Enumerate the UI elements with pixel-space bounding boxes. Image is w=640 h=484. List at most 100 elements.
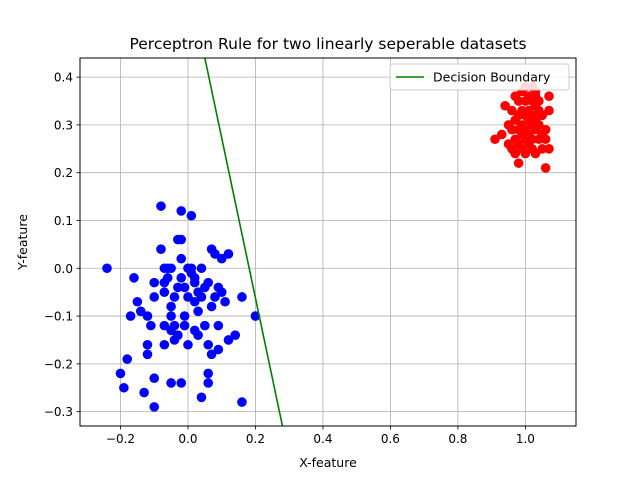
blue-point bbox=[223, 335, 234, 345]
blue-point bbox=[169, 292, 180, 302]
x-tick-label: 1.0 bbox=[516, 432, 535, 446]
legend-label-decision-boundary: Decision Boundary bbox=[433, 70, 551, 85]
plot-data bbox=[102, 58, 554, 426]
red-point bbox=[534, 96, 544, 106]
blue-point bbox=[196, 292, 207, 302]
blue-point bbox=[159, 287, 170, 297]
blue-point bbox=[156, 201, 166, 211]
blue-point bbox=[183, 339, 193, 350]
red-point bbox=[520, 148, 531, 159]
blue-point bbox=[237, 292, 247, 302]
red-point bbox=[527, 134, 537, 145]
x-axis-label: X-feature bbox=[299, 455, 357, 470]
blue-point bbox=[159, 339, 170, 350]
blue-point bbox=[156, 244, 166, 254]
red-point bbox=[530, 148, 541, 159]
blue-point bbox=[237, 397, 247, 407]
blue-point bbox=[125, 311, 136, 321]
y-tick-label: −0.1 bbox=[44, 310, 73, 324]
blue-point bbox=[210, 249, 220, 259]
blue-point bbox=[230, 330, 241, 340]
x-tick-label: 0.6 bbox=[381, 432, 400, 446]
blue-point bbox=[193, 330, 203, 340]
red-point bbox=[537, 144, 548, 154]
y-tick-label: 0.3 bbox=[54, 118, 73, 132]
blue-point bbox=[142, 311, 153, 321]
blue-point bbox=[206, 301, 217, 312]
red-point bbox=[490, 134, 500, 145]
y-tick-label: 0.2 bbox=[54, 166, 73, 180]
blue-point bbox=[196, 263, 207, 274]
blue-point bbox=[122, 354, 133, 364]
red-point bbox=[496, 129, 507, 140]
red-point bbox=[537, 110, 548, 121]
blue-point bbox=[210, 292, 220, 302]
blue-point bbox=[169, 320, 180, 331]
blue-point bbox=[213, 344, 224, 355]
blue-point bbox=[203, 378, 214, 388]
blue-point bbox=[166, 311, 176, 321]
blue-point bbox=[173, 282, 183, 293]
blue-point bbox=[176, 273, 187, 283]
blue-point bbox=[166, 378, 176, 388]
legend: Decision Boundary bbox=[389, 63, 570, 91]
blue-point bbox=[203, 277, 214, 288]
blue-point bbox=[135, 306, 146, 317]
y-tick-label: 0.0 bbox=[54, 262, 73, 276]
y-axis-label: Y-feature bbox=[15, 214, 30, 271]
y-tick-label: 0.4 bbox=[54, 71, 73, 85]
blue-point bbox=[223, 249, 234, 259]
blue-point bbox=[139, 387, 149, 398]
red-point bbox=[507, 124, 517, 135]
blue-point bbox=[179, 282, 190, 293]
blue-point bbox=[176, 253, 187, 264]
red-point bbox=[513, 158, 524, 168]
blue-point bbox=[149, 373, 160, 384]
blue-point bbox=[142, 339, 153, 350]
blue-point bbox=[189, 296, 200, 307]
red-point bbox=[540, 124, 551, 135]
blue-point bbox=[189, 273, 200, 283]
blue-point bbox=[193, 306, 203, 317]
red-point bbox=[500, 100, 510, 111]
blue-point bbox=[216, 253, 227, 264]
blue-point bbox=[129, 273, 139, 283]
blue-point bbox=[119, 382, 129, 393]
blue-point bbox=[206, 349, 217, 360]
blue-point bbox=[196, 392, 207, 403]
blue-point bbox=[142, 349, 153, 360]
blue-point bbox=[146, 320, 156, 331]
blue-point bbox=[179, 320, 190, 331]
red-point bbox=[544, 91, 554, 102]
decision-boundary-line bbox=[204, 58, 284, 426]
blue-point bbox=[173, 330, 183, 340]
legend-box bbox=[389, 63, 570, 91]
axes-frame bbox=[79, 57, 577, 427]
blue-point bbox=[203, 368, 214, 379]
blue-point bbox=[176, 234, 187, 245]
blue-point bbox=[179, 311, 190, 321]
x-tick-label: 0.0 bbox=[178, 432, 197, 446]
x-tick-label: 0.2 bbox=[246, 432, 265, 446]
y-tick-label: −0.2 bbox=[44, 357, 73, 371]
red-point bbox=[544, 144, 554, 154]
blue-point bbox=[216, 287, 227, 297]
blue-point bbox=[200, 320, 210, 331]
blue-point bbox=[115, 368, 126, 379]
y-tick-label: −0.3 bbox=[44, 405, 73, 419]
red-point bbox=[513, 96, 524, 106]
x-tick-label: 0.4 bbox=[313, 432, 332, 446]
plot-area bbox=[102, 58, 554, 426]
y-tick-label: 0.1 bbox=[54, 214, 73, 228]
blue-point bbox=[220, 296, 230, 307]
blue-point bbox=[149, 292, 160, 302]
blue-point bbox=[102, 263, 112, 274]
red-point bbox=[540, 134, 551, 145]
blue-point bbox=[186, 210, 197, 221]
blue-point bbox=[213, 320, 224, 331]
red-point bbox=[507, 105, 517, 116]
blue-point bbox=[250, 311, 261, 321]
blue-point bbox=[162, 273, 173, 283]
